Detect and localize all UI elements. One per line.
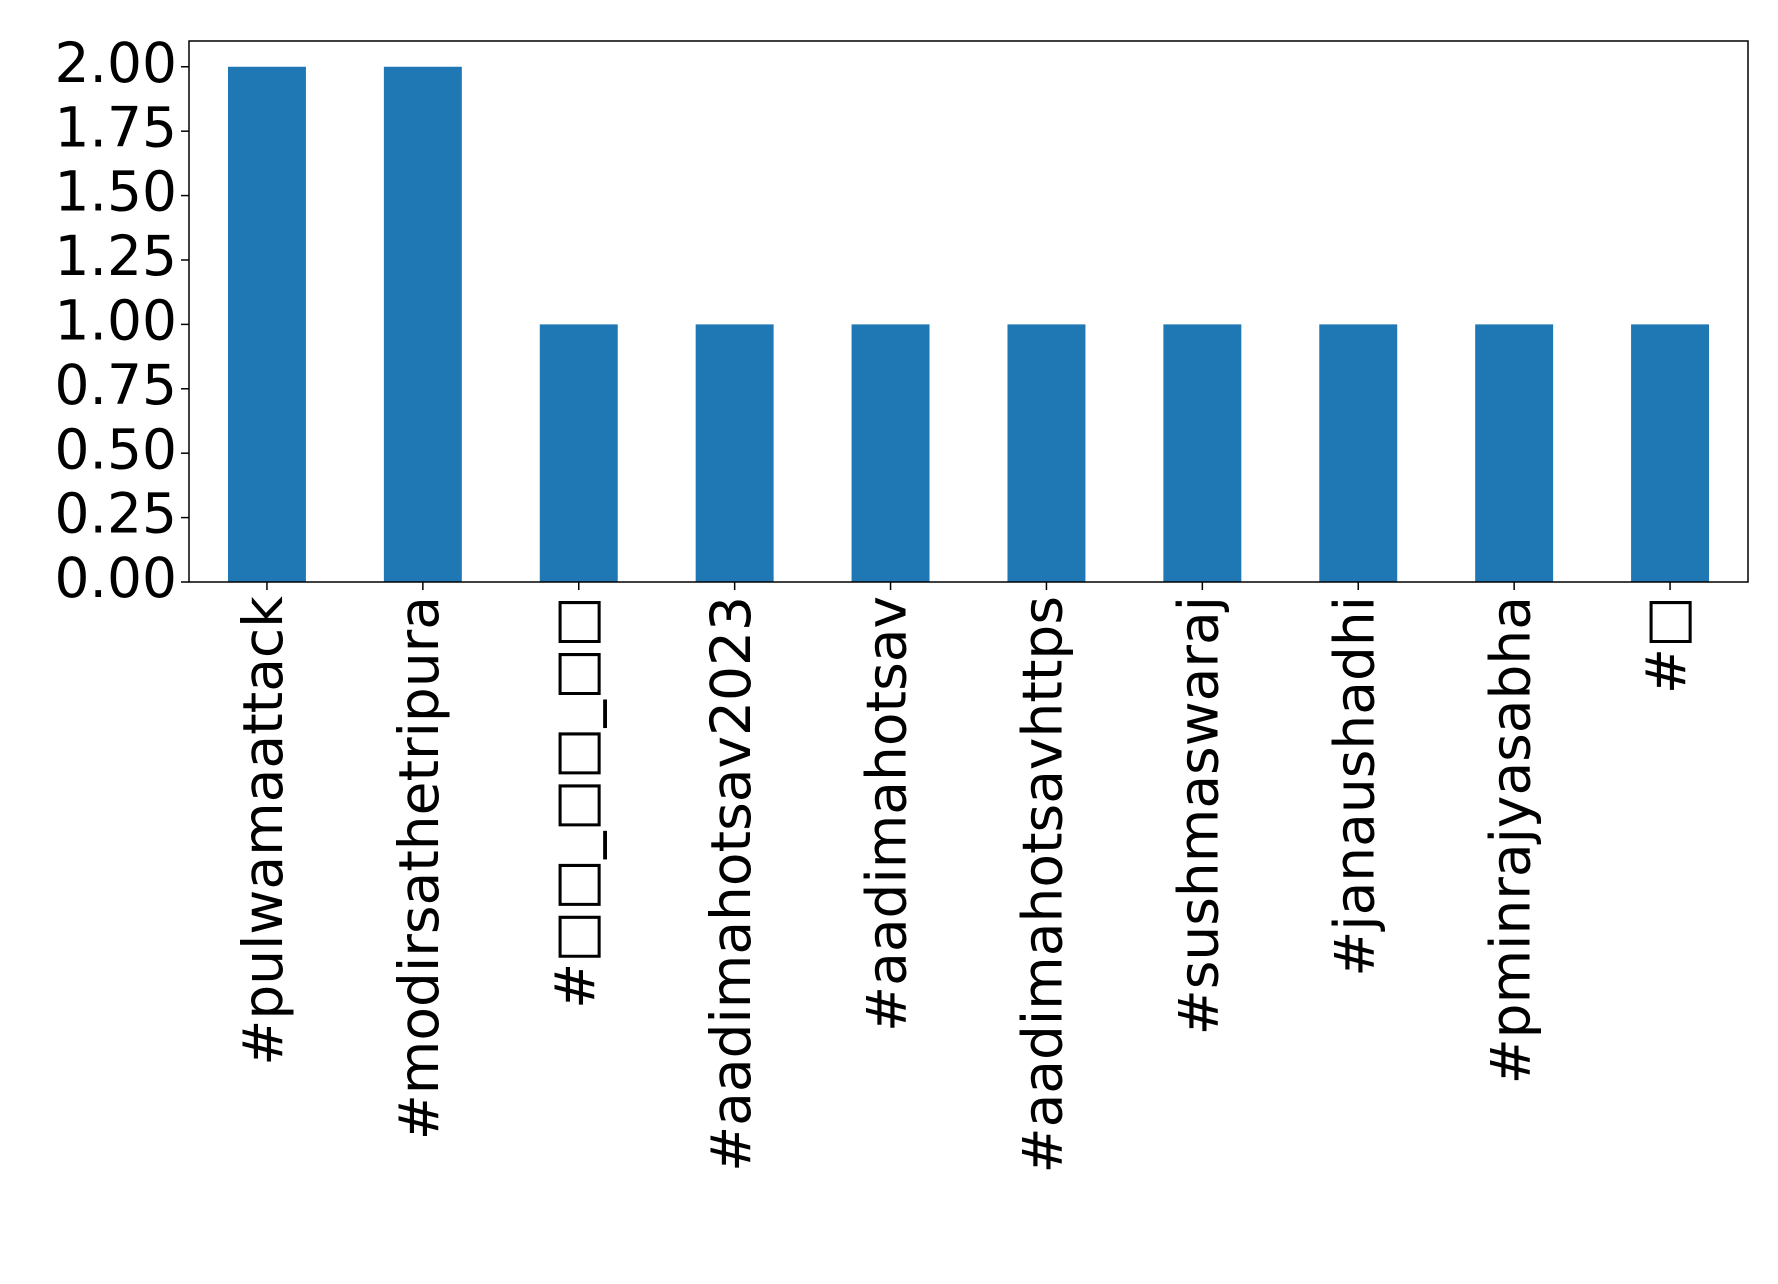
y-tick-label: 2.00: [55, 31, 177, 95]
y-tick-label: 1.50: [55, 160, 177, 224]
bar: [851, 324, 930, 582]
x-tick-label: #□: [1634, 596, 1698, 694]
y-tick-label: 1.75: [55, 95, 177, 159]
bar: [227, 66, 306, 582]
bar: [1631, 324, 1710, 582]
y-tick-label: 0.50: [55, 417, 177, 481]
x-tick-label: #aadimahotsav: [855, 596, 919, 1032]
bar: [695, 324, 774, 582]
x-tick-label: #aadimahotsav2023: [699, 596, 763, 1172]
x-tick-label: #pulwamaattack: [231, 596, 295, 1066]
x-tick-label: #janaushadhi: [1322, 596, 1386, 977]
x-tick-label: #aadimahotsavhttps: [1011, 596, 1075, 1174]
y-tick-label: 0.00: [55, 546, 177, 610]
bar: [1007, 324, 1086, 582]
bar: [539, 324, 618, 582]
x-tick-label: #sushmaswaraj: [1166, 596, 1230, 1035]
y-tick-label: 1.25: [55, 224, 177, 288]
bar: [1475, 324, 1554, 582]
bar: [1319, 324, 1398, 582]
y-tick-label: 0.75: [55, 353, 177, 417]
y-tick-label: 0.25: [55, 482, 177, 546]
x-tick-label: #modirsathetripura: [387, 596, 451, 1140]
bar: [383, 66, 462, 582]
bar: [1163, 324, 1242, 582]
x-tick-label: #pminrajyasabha: [1478, 596, 1542, 1084]
x-tick-label: #□□_□□_□□: [543, 596, 607, 1009]
plot-frame: [188, 40, 1749, 583]
y-tick-label: 1.00: [55, 289, 177, 353]
